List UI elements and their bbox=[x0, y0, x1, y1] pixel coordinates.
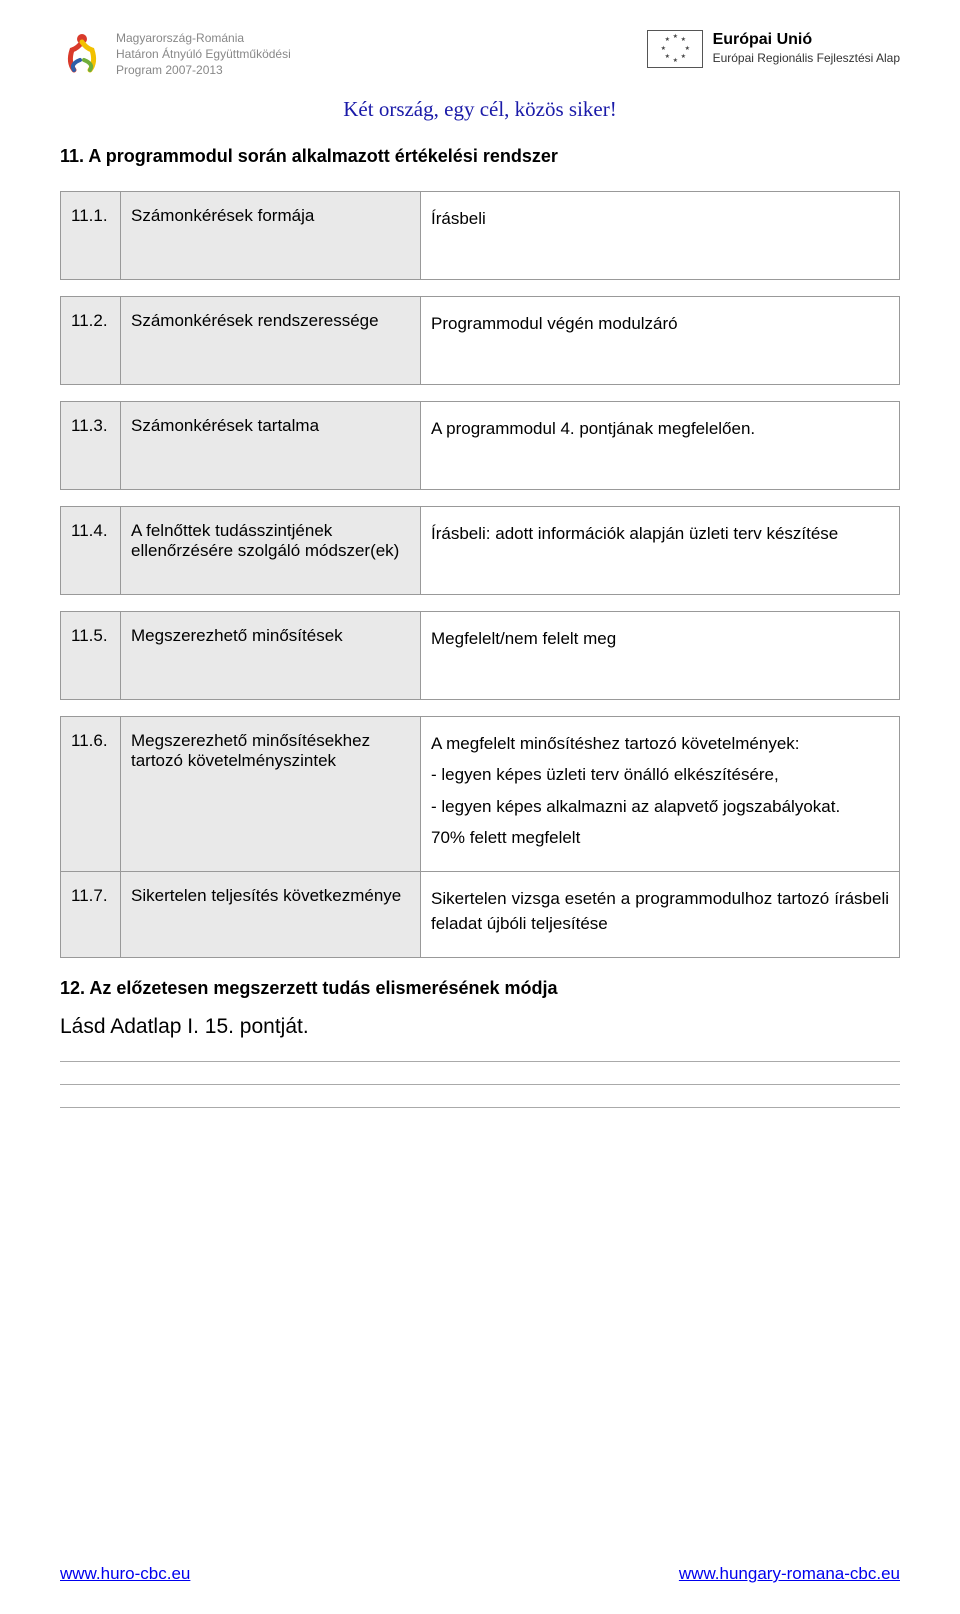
row-num: 11.7. bbox=[61, 871, 121, 957]
eu-subtitle: Európai Regionális Fejlesztési Alap bbox=[713, 51, 900, 67]
eu-title: Európai Unió bbox=[713, 30, 900, 51]
row-num: 11.4. bbox=[61, 506, 121, 594]
page-footer: www.huro-cbc.eu www.hungary-romana-cbc.e… bbox=[60, 1564, 900, 1584]
row-num: 11.5. bbox=[61, 611, 121, 699]
value-line: Írásbeli bbox=[431, 206, 889, 232]
value-line: Írásbeli: adott információk alapján üzle… bbox=[431, 521, 889, 547]
row-num: 11.1. bbox=[61, 191, 121, 279]
row-11-4: 11.4. A felnőttek tudásszintjének ellenő… bbox=[60, 506, 900, 595]
row-11-1: 11.1. Számonkérések formája Írásbeli bbox=[60, 191, 900, 280]
row-11-2: 11.2. Számonkérések rendszeressége Progr… bbox=[60, 296, 900, 385]
hu-ro-logo-icon bbox=[60, 30, 104, 74]
page-header: Magyarország-Románia Határon Átnyúló Egy… bbox=[60, 30, 900, 79]
value-line: Sikertelen vizsga esetén a programmodulh… bbox=[431, 886, 889, 937]
divider-line bbox=[60, 1061, 900, 1062]
row-11-5: 11.5. Megszerezhető minősítések Megfelel… bbox=[60, 611, 900, 700]
divider-line bbox=[60, 1084, 900, 1085]
footer-left-link[interactable]: www.huro-cbc.eu bbox=[60, 1564, 190, 1584]
row-label: Számonkérések rendszeressége bbox=[121, 296, 421, 384]
divider-line bbox=[60, 1107, 900, 1108]
footer-right-link[interactable]: www.hungary-romana-cbc.eu bbox=[679, 1564, 900, 1584]
row-label: Számonkérések formája bbox=[121, 191, 421, 279]
eu-text-block: Európai Unió Európai Regionális Fejleszt… bbox=[713, 30, 900, 66]
header-right-block: ★ ★ ★ ★ ★ ★ ★ ★ Európai Unió Európai Reg… bbox=[647, 30, 900, 68]
row-11-6: 11.6. Megszerezhető minősítésekhez tarto… bbox=[61, 716, 900, 871]
row-11-3: 11.3. Számonkérések tartalma A programmo… bbox=[60, 401, 900, 490]
value-line: A programmodul 4. pontjának megfelelően. bbox=[431, 416, 889, 442]
rows-11-6-7: 11.6. Megszerezhető minősítésekhez tarto… bbox=[60, 716, 900, 958]
program-line-3: Program 2007-2013 bbox=[116, 62, 291, 78]
eu-flag-icon: ★ ★ ★ ★ ★ ★ ★ ★ bbox=[647, 30, 703, 68]
row-value: A megfelelt minősítéshez tartozó követel… bbox=[421, 716, 900, 871]
row-value: Megfelelt/nem felelt meg bbox=[421, 611, 900, 699]
value-line: - legyen képes alkalmazni az alapvető jo… bbox=[431, 794, 889, 820]
value-line: 70% felett megfelelt bbox=[431, 825, 889, 851]
row-label: Megszerezhető minősítések bbox=[121, 611, 421, 699]
program-name-text: Magyarország-Románia Határon Átnyúló Egy… bbox=[116, 30, 291, 79]
program-line-2: Határon Átnyúló Együttműködési bbox=[116, 46, 291, 62]
section-12-title: 12. Az előzetesen megszerzett tudás elis… bbox=[60, 978, 900, 999]
row-value: Sikertelen vizsga esetén a programmodulh… bbox=[421, 871, 900, 957]
row-num: 11.6. bbox=[61, 716, 121, 871]
value-line: Programmodul végén modulzáró bbox=[431, 311, 889, 337]
row-value: A programmodul 4. pontjának megfelelően. bbox=[421, 401, 900, 489]
row-value: Írásbeli: adott információk alapján üzle… bbox=[421, 506, 900, 594]
section-12-ref: Lásd Adatlap I. 15. pontját. bbox=[60, 1015, 900, 1039]
value-line: - legyen képes üzleti terv önálló elkész… bbox=[431, 762, 889, 788]
row-value: Írásbeli bbox=[421, 191, 900, 279]
program-line-1: Magyarország-Románia bbox=[116, 30, 291, 46]
row-num: 11.3. bbox=[61, 401, 121, 489]
section-11-title: 11. A programmodul során alkalmazott ért… bbox=[60, 146, 900, 167]
slogan-text: Két ország, egy cél, közös siker! bbox=[60, 97, 900, 122]
row-label: Számonkérések tartalma bbox=[121, 401, 421, 489]
row-label: Sikertelen teljesítés következménye bbox=[121, 871, 421, 957]
row-label: Megszerezhető minősítésekhez tartozó köv… bbox=[121, 716, 421, 871]
row-num: 11.2. bbox=[61, 296, 121, 384]
row-11-7: 11.7. Sikertelen teljesítés következmény… bbox=[61, 871, 900, 957]
value-line: Megfelelt/nem felelt meg bbox=[431, 626, 889, 652]
value-line: A megfelelt minősítéshez tartozó követel… bbox=[431, 731, 889, 757]
header-left-block: Magyarország-Románia Határon Átnyúló Egy… bbox=[60, 30, 291, 79]
row-label: A felnőttek tudásszintjének ellenőrzésér… bbox=[121, 506, 421, 594]
row-value: Programmodul végén modulzáró bbox=[421, 296, 900, 384]
